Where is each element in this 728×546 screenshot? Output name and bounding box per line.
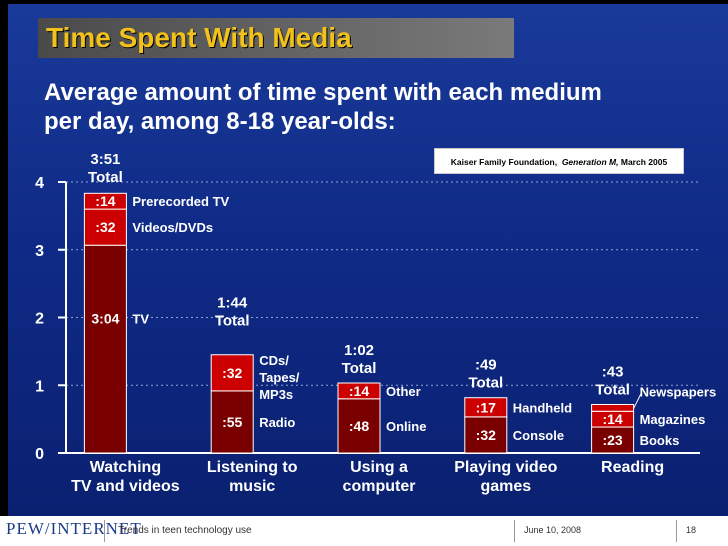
- x-category-label: Using a: [350, 459, 408, 476]
- x-category-label: TV and videos: [71, 478, 180, 495]
- segment-value-label: :32: [476, 427, 496, 443]
- footer-divider: [676, 520, 677, 542]
- segment-name-label: Online: [386, 419, 426, 434]
- bar-segment: [464, 416, 508, 454]
- total-word-label: Total: [215, 313, 250, 330]
- bar-segment: [337, 398, 381, 454]
- segment-name-label: Tapes/: [259, 370, 300, 385]
- y-tick-label: 0: [35, 446, 44, 463]
- x-category-label: computer: [343, 478, 416, 495]
- segment-name-label: MP3s: [259, 387, 293, 402]
- footer-divider: [104, 520, 105, 542]
- total-time-label: :49: [475, 357, 497, 374]
- bar-segment: [83, 244, 127, 454]
- slide-title: Time Spent With Media: [46, 22, 352, 53]
- y-tick-label: 4: [35, 175, 44, 192]
- leader-line: [633, 392, 643, 409]
- bar-segment: [337, 382, 381, 400]
- y-tick-label: 1: [35, 378, 44, 395]
- footer: PEW/INTERNET Trends in teen technology u…: [0, 516, 728, 546]
- total-time-label: :43: [602, 363, 624, 380]
- segment-value-label: :32: [95, 219, 115, 235]
- segment-value-label: :32: [222, 365, 242, 381]
- segment-value-label: :23: [602, 432, 622, 448]
- total-word-label: Total: [88, 169, 123, 186]
- segment-name-label: Prerecorded TV: [132, 194, 229, 209]
- segment-value-label: :14: [602, 411, 622, 427]
- title-band: Time Spent With Media: [38, 18, 514, 58]
- bar-segment: [591, 426, 635, 454]
- x-category-label: Watching: [90, 459, 161, 476]
- bar-segment: [83, 208, 127, 246]
- segment-name-label: Handheld: [513, 400, 572, 415]
- pew-internet-logo: PEW/INTERNET: [6, 519, 142, 538]
- bar-segment: [210, 354, 254, 392]
- segment-name-label: Videos/DVDs: [132, 220, 213, 235]
- total-word-label: Total: [595, 381, 630, 398]
- bar-segment: [83, 192, 127, 210]
- segment-name-label: Other: [386, 384, 421, 399]
- segment-value-label: :14: [95, 193, 115, 209]
- bar-segment: [210, 390, 254, 454]
- total-word-label: Total: [342, 360, 377, 377]
- segment-value-label: :55: [222, 414, 242, 430]
- segment-name-label: Console: [513, 428, 564, 443]
- y-tick-label: 2: [35, 311, 44, 328]
- total-time-label: 1:02: [344, 342, 374, 359]
- left-border: [0, 0, 8, 546]
- segment-name-label: Newspapers: [640, 384, 717, 399]
- top-border: [0, 0, 728, 4]
- total-time-label: 3:51: [90, 151, 120, 168]
- footer-date: June 10, 2008: [524, 525, 582, 535]
- x-category-label: Playing video: [454, 459, 557, 476]
- segment-value-label: :14: [349, 383, 369, 399]
- footer-divider: [514, 520, 515, 542]
- y-tick-label: 3: [35, 243, 44, 260]
- x-category-label: music: [229, 478, 275, 495]
- chart-subtitle: Average amount of time spent with each m…: [44, 78, 704, 136]
- x-category-label: Listening to: [207, 459, 298, 476]
- subtitle-line-2: per day, among 8-18 year-olds:: [44, 108, 396, 135]
- source-prefix: Kaiser Family Foundation,: [450, 157, 558, 167]
- source-suffix: March 2005: [620, 157, 668, 167]
- x-category-label: games: [480, 478, 531, 495]
- total-time-label: 1:44: [217, 295, 248, 312]
- footer-text: Trends in teen technology use: [118, 525, 252, 536]
- label-layer: 3:04 TV :32 Videos/DVDs :14 Prerecorded TV 3:5…: [71, 151, 716, 495]
- segment-name-label: Radio: [259, 415, 295, 430]
- segment-name-label: Magazines: [640, 412, 706, 427]
- bar-layer: [83, 192, 635, 454]
- segment-name-label: TV: [132, 312, 149, 327]
- bar-segment: [464, 397, 508, 418]
- total-word-label: Total: [468, 375, 503, 392]
- segment-name-label: Books: [640, 433, 680, 448]
- segment-value-label: :17: [476, 399, 496, 415]
- subtitle-line-1: Average amount of time spent with each m…: [44, 79, 602, 106]
- page-number: 18: [686, 525, 697, 535]
- source-note: Kaiser Family Foundation, Generation M, …: [434, 148, 684, 174]
- segment-name-label: CDs/: [259, 353, 289, 368]
- x-category-label: Reading: [601, 459, 664, 476]
- segment-value-label: 3:04: [91, 311, 119, 327]
- source-publication: Generation M,: [561, 157, 619, 167]
- grid-layer: [66, 181, 700, 386]
- stacked-bar-chart: 0 1 2 3 4 3:04 TV :32 Videos/DVDs :14 Prerecorded…: [35, 151, 716, 495]
- segment-value-label: :48: [349, 418, 369, 434]
